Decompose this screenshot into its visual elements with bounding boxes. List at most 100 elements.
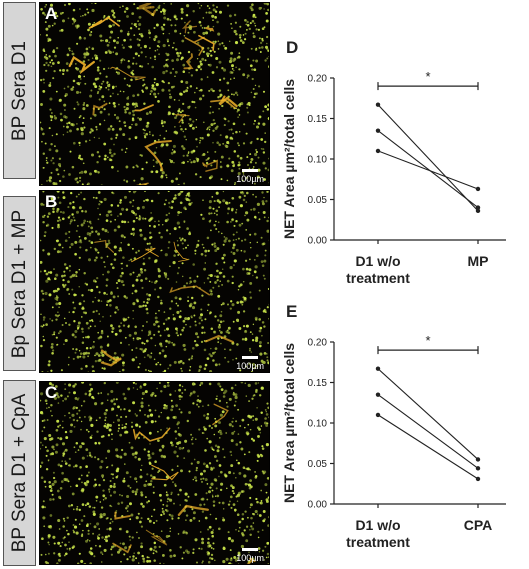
cell-nucleus (165, 176, 168, 179)
cell-nucleus (169, 549, 172, 552)
cell-nucleus (160, 174, 164, 178)
cell-nucleus (184, 492, 188, 496)
cell-nucleus (49, 410, 52, 412)
cell-nucleus (173, 98, 176, 101)
cell-nucleus (166, 519, 169, 522)
cell-nucleus (150, 90, 153, 93)
cell-nucleus (225, 432, 228, 434)
cell-nucleus (234, 21, 237, 24)
cell-nucleus (188, 470, 191, 473)
cell-nucleus (233, 163, 236, 166)
cell-nucleus (148, 110, 153, 114)
cell-nucleus (116, 467, 120, 471)
cell-nucleus (217, 382, 221, 386)
net-fiber (114, 511, 131, 520)
net-fibers (112, 403, 256, 564)
cell-nucleus (226, 329, 229, 332)
cell-nucleus (109, 220, 112, 223)
cell-nucleus (135, 216, 138, 220)
cell-nucleus (162, 512, 166, 516)
cell-nucleus (75, 229, 78, 233)
net-fiber (218, 95, 238, 108)
cell-nucleus (257, 122, 261, 125)
cell-nucleus (241, 41, 245, 44)
cell-nucleus (155, 551, 158, 553)
cell-nucleus (54, 277, 57, 280)
cell-nucleus (165, 174, 168, 177)
cell-nucleus (183, 284, 186, 288)
cell-nucleus (258, 394, 262, 397)
cell-nucleus (153, 323, 156, 326)
cell-nucleus (47, 534, 51, 538)
cell-nucleus (232, 252, 236, 255)
cell-nucleus (242, 466, 246, 469)
cell-nucleus (109, 36, 112, 39)
cell-nucleus (205, 492, 208, 495)
cell-nucleus (175, 17, 178, 21)
cell-nucleus (182, 361, 185, 365)
cell-nucleus (100, 506, 104, 509)
cell-nucleus (239, 369, 242, 372)
cell-nucleus (154, 420, 157, 423)
cell-nucleus (82, 103, 85, 107)
cell-nucleus (69, 246, 72, 249)
cell-nucleus (162, 322, 166, 325)
cell-nucleus (146, 198, 149, 202)
cell-nucleus (238, 131, 241, 133)
cell-nucleus (139, 233, 143, 237)
cell-nucleus (122, 392, 126, 396)
cell-nucleus (64, 116, 68, 119)
cell-nucleus (238, 163, 241, 167)
cell-nucleus (68, 541, 70, 544)
cell-nucleus (179, 488, 182, 492)
cell-nucleus (243, 194, 246, 198)
cell-nucleus (82, 15, 84, 17)
cell-nucleus (40, 313, 42, 316)
cell-nucleus (191, 306, 196, 310)
cell-nucleus (253, 258, 256, 261)
cell-nucleus (131, 22, 133, 25)
cell-nucleus (200, 319, 203, 322)
cell-nucleus (143, 342, 146, 345)
cell-nucleus (52, 535, 56, 539)
cell-nucleus (152, 159, 155, 161)
cell-nucleus (145, 112, 149, 115)
cell-nucleus (84, 392, 88, 396)
cell-nucleus (262, 90, 266, 93)
cell-nucleus (153, 358, 156, 361)
cell-nucleus (180, 395, 183, 398)
cell-nucleus (68, 121, 71, 125)
cell-nucleus (89, 94, 93, 98)
cell-nucleus (40, 270, 42, 273)
cell-nucleus (198, 20, 202, 24)
cell-nucleus (94, 169, 98, 173)
cell-nucleus (266, 108, 269, 111)
cell-nucleus (268, 182, 269, 184)
cell-nucleus (83, 515, 86, 518)
cell-nucleus (231, 431, 235, 435)
cell-nucleus (177, 493, 180, 496)
cell-nucleus (188, 232, 192, 236)
cell-nucleus (218, 200, 222, 204)
cell-nucleus (166, 500, 169, 503)
cell-nucleus (57, 463, 61, 467)
cell-nucleus (146, 301, 149, 304)
cell-nucleus (217, 325, 221, 329)
cell-nucleus (107, 343, 110, 346)
cell-nucleus (212, 122, 216, 125)
cell-nucleus (84, 504, 87, 507)
cell-nucleus (151, 134, 154, 137)
cell-nucleus (76, 127, 79, 131)
cell-nucleus (111, 326, 115, 330)
cell-nucleus (265, 19, 269, 23)
cell-nucleus (269, 523, 270, 525)
cell-nucleus (246, 272, 250, 275)
cell-nucleus (142, 128, 145, 131)
cell-nucleus (235, 357, 238, 360)
cell-nucleus (121, 426, 124, 430)
cell-nucleus (209, 486, 212, 489)
cell-nucleus (51, 112, 53, 114)
cell-nucleus (111, 520, 114, 523)
cell-nucleus (208, 544, 212, 548)
cell-nucleus (78, 416, 81, 419)
